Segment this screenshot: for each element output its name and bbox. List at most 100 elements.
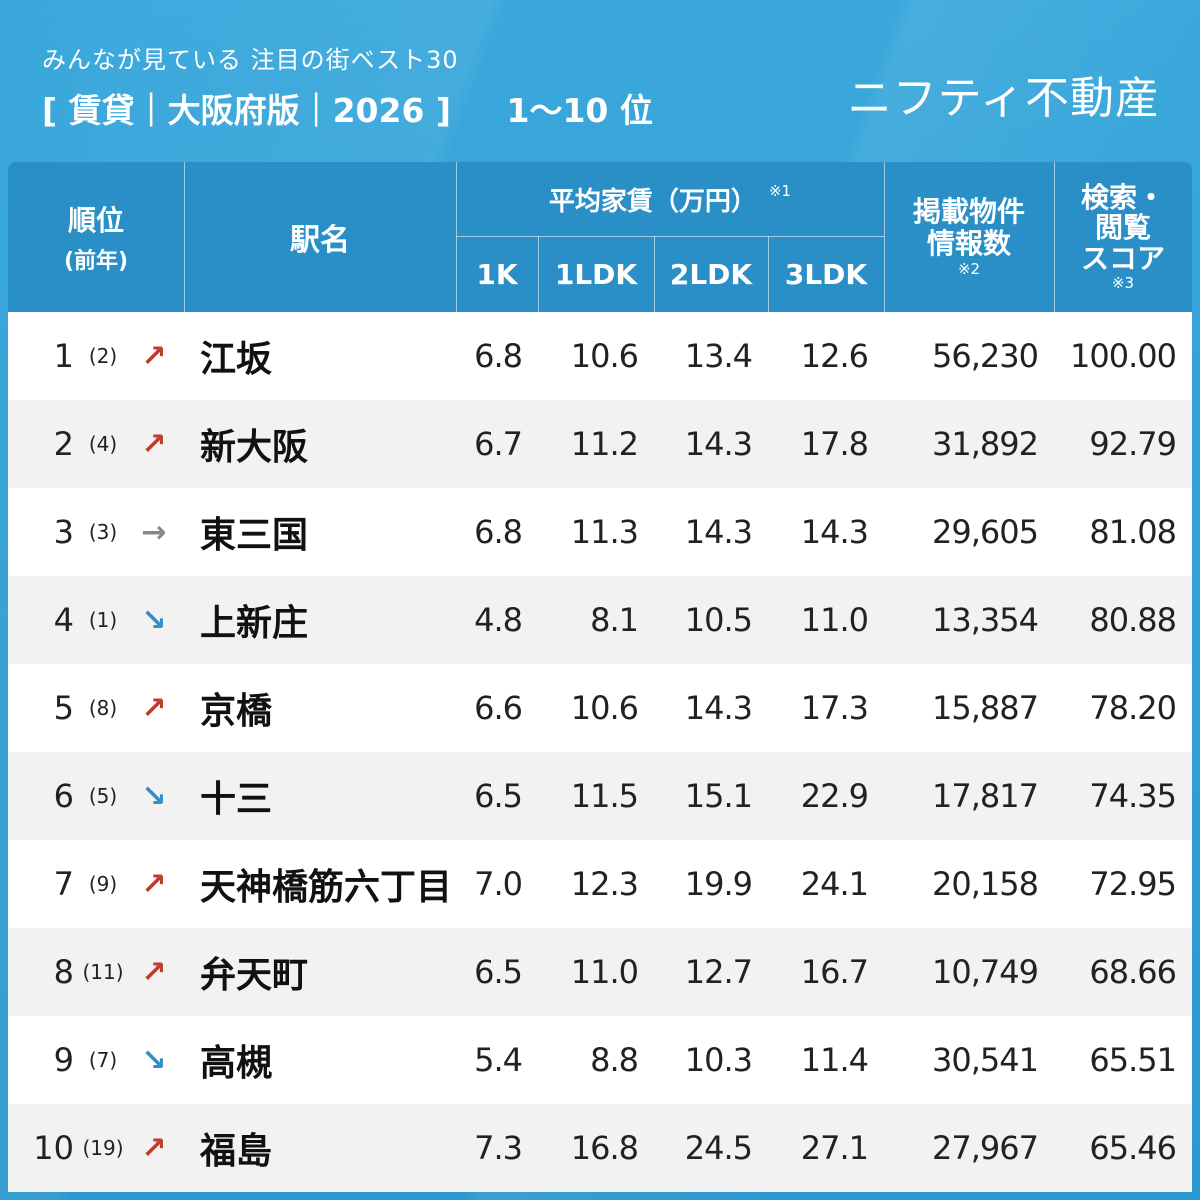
ldk1-cell: 12.3 (570, 865, 639, 903)
ldk2-cell: 19.9 (684, 865, 753, 903)
ldk3-cell: 27.1 (800, 1129, 869, 1167)
divider (456, 162, 457, 312)
ldk3-cell: 17.3 (800, 689, 869, 727)
col-rank-prev-label: (前年) (63, 249, 129, 274)
k1-cell: 7.3 (474, 1129, 523, 1167)
listings-cell: 27,967 (932, 1129, 1039, 1167)
rank-cell: 5 (53, 689, 74, 727)
ldk3-cell: 16.7 (800, 953, 869, 991)
page-subtitle: みんなが見ている 注目の街ベスト30 (42, 46, 459, 74)
listings-cell: 10,749 (932, 953, 1039, 991)
ldk3-cell: 24.1 (800, 865, 869, 903)
k1-cell: 6.8 (474, 513, 523, 551)
station-name: 十三 (200, 779, 273, 820)
prev-rank-cell: (19) (82, 1136, 124, 1160)
col-avg-rent: 平均家賃（万円） ※1 (456, 162, 884, 236)
rank-cell: 4 (53, 601, 74, 639)
listings-cell: 30,541 (932, 1041, 1039, 1079)
listings-cell: 29,605 (932, 513, 1039, 551)
score-cell: 65.46 (1089, 1129, 1177, 1167)
divider (768, 236, 769, 312)
ldk2-cell: 24.5 (684, 1129, 753, 1167)
station-name: 東三国 (200, 515, 309, 556)
rank-cell: 1 (53, 337, 74, 375)
k1-cell: 6.8 (474, 337, 523, 375)
title-category: [ 賃貸｜大阪府版｜2026 ] (42, 91, 451, 130)
rank-cell: 10 (33, 1129, 74, 1167)
ldk2-cell: 12.7 (684, 953, 753, 991)
k1-cell: 6.5 (474, 777, 523, 815)
station-name: 天神橋筋六丁目 (200, 867, 453, 908)
col-listings-label-1: 掲載物件 (912, 195, 1025, 229)
table-row: 3 (3) → 東三国 6.8 11.3 14.3 14.3 29,605 81.08 (8, 488, 1192, 576)
score-cell: 100.00 (1070, 337, 1177, 375)
listings-cell: 56,230 (932, 337, 1039, 375)
ranking-table: 順位 (前年) 駅名 平均家賃（万円） ※1 1K 1LDK 2LDK 3LDK… (8, 162, 1192, 1192)
col-score-label-3: スコア (1080, 242, 1165, 276)
score-cell: 72.95 (1089, 865, 1177, 903)
trend-up-icon: ↗ (141, 1130, 167, 1166)
col-3ldk: 3LDK (784, 257, 868, 291)
divider (884, 162, 885, 312)
prev-rank-cell: (1) (88, 608, 118, 632)
prev-rank-cell: (11) (82, 960, 124, 984)
trend-down-icon: ↘ (141, 602, 167, 638)
station-name: 福島 (200, 1131, 273, 1172)
ldk2-cell: 14.3 (684, 689, 753, 727)
prev-rank-cell: (8) (88, 696, 118, 720)
ldk3-cell: 12.6 (800, 337, 869, 375)
ldk1-cell: 11.5 (570, 777, 639, 815)
rank-cell: 9 (53, 1041, 74, 1079)
ldk1-cell: 11.3 (570, 513, 639, 551)
ldk2-cell: 15.1 (684, 777, 753, 815)
table-row: 8 (11) ↗ 弁天町 6.5 11.0 12.7 16.7 10,749 68.66 (8, 928, 1192, 1016)
brand-logo: ニフティ不動産 (847, 73, 1160, 124)
table-row: 7 (9) ↗ 天神橋筋六丁目 7.0 12.3 19.9 24.1 20,158 72.95 (8, 840, 1192, 928)
station-name: 上新庄 (200, 603, 309, 644)
col-listings-label-2: 情報数 (926, 227, 1011, 261)
ldk1-cell: 16.8 (570, 1129, 639, 1167)
col-score: 検索・ 閲覧 スコア ※3 (1054, 162, 1192, 312)
ldk3-cell: 22.9 (800, 777, 869, 815)
trend-same-icon: → (141, 514, 167, 550)
ldk1-cell: 11.2 (570, 425, 639, 463)
table-row: 6 (5) ↘ 十三 6.5 11.5 15.1 22.9 17,817 74.35 (8, 752, 1192, 840)
table-row: 9 (7) ↘ 高槻 5.4 8.8 10.3 11.4 30,541 65.51 (8, 1016, 1192, 1104)
col-station: 駅名 (290, 223, 350, 258)
rank-cell: 3 (53, 513, 74, 551)
page-title: [ 賃貸｜大阪府版｜2026 ] 1〜10 位 (42, 84, 673, 132)
trend-down-icon: ↘ (141, 778, 167, 814)
ldk3-cell: 17.8 (800, 425, 869, 463)
prev-rank-cell: (3) (88, 520, 118, 544)
col-listings: 掲載物件 情報数 ※2 (884, 162, 1054, 312)
k1-cell: 5.4 (474, 1041, 523, 1079)
ldk1-cell: 8.8 (590, 1041, 639, 1079)
table-row: 2 (4) ↗ 新大阪 6.7 11.2 14.3 17.8 31,892 92.79 (8, 400, 1192, 488)
table-row: 4 (1) ↘ 上新庄 4.8 8.1 10.5 11.0 13,354 80.88 (8, 576, 1192, 664)
score-cell: 92.79 (1089, 425, 1177, 463)
station-name: 江坂 (200, 339, 273, 380)
table-row: 1 (2) ↗ 江坂 6.8 10.6 13.4 12.6 56,230 100.00 (8, 312, 1192, 400)
score-cell: 65.51 (1089, 1041, 1177, 1079)
k1-cell: 4.8 (474, 601, 523, 639)
title-rank-range: 1〜10 位 (506, 91, 653, 130)
ldk1-cell: 10.6 (570, 689, 639, 727)
col-listings-note: ※2 (957, 259, 981, 278)
col-avg-rent-note: ※1 (768, 182, 792, 200)
prev-rank-cell: (7) (88, 1048, 118, 1072)
rank-cell: 2 (53, 425, 74, 463)
prev-rank-cell: (5) (88, 784, 118, 808)
col-rank-label: 順位 (67, 204, 124, 237)
listings-cell: 15,887 (932, 689, 1039, 727)
station-name: 京橋 (200, 691, 273, 732)
listings-cell: 31,892 (932, 425, 1039, 463)
score-cell: 68.66 (1089, 953, 1177, 991)
trend-up-icon: ↗ (141, 690, 167, 726)
ldk2-cell: 10.3 (684, 1041, 753, 1079)
k1-cell: 7.0 (474, 865, 523, 903)
ldk1-cell: 11.0 (570, 953, 639, 991)
ldk3-cell: 11.4 (800, 1041, 869, 1079)
col-1ldk: 1LDK (554, 257, 638, 291)
station-name: 高槻 (200, 1043, 273, 1084)
col-avg-rent-label: 平均家賃（万円） (548, 186, 757, 217)
